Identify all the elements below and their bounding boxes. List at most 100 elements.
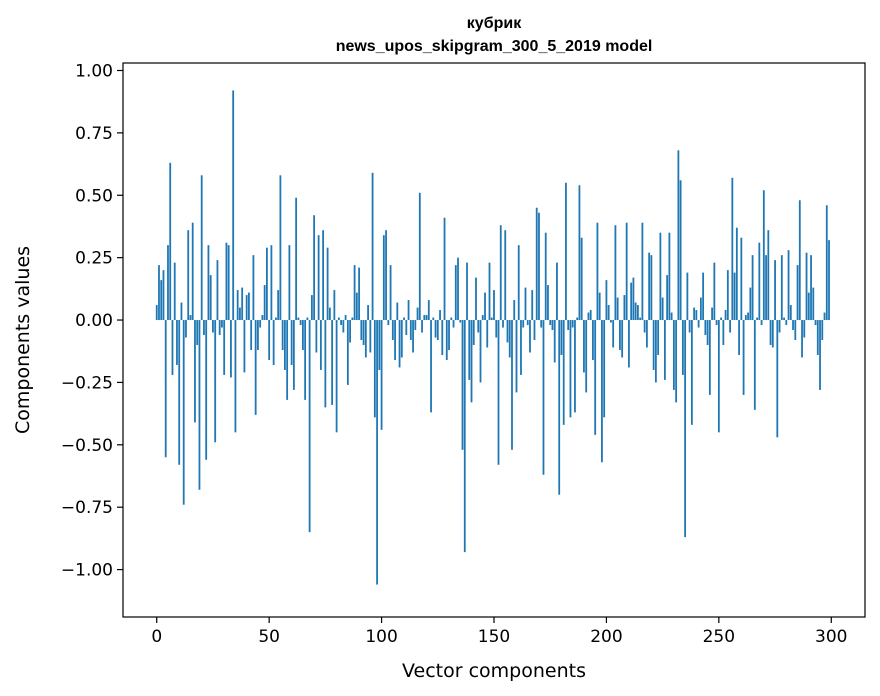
bar-84	[344, 315, 347, 321]
plot-frame	[122, 62, 866, 618]
bar-11	[180, 302, 183, 321]
x-tick-label: 200	[590, 627, 622, 647]
bar-1	[158, 265, 160, 321]
bar-173	[544, 232, 547, 321]
bar-163	[522, 320, 525, 328]
bar-147	[486, 320, 489, 348]
bar-86	[349, 320, 351, 343]
y-tick-label: 0.25	[75, 249, 113, 269]
bar-279	[783, 317, 785, 321]
bar-247	[711, 307, 713, 321]
bar-178	[556, 262, 558, 321]
bar-257	[733, 272, 736, 321]
bar-167	[531, 290, 534, 321]
bar-234	[681, 320, 684, 375]
bar-203	[612, 320, 615, 348]
bar-25	[212, 320, 214, 333]
bar-288	[803, 320, 806, 338]
bar-224	[659, 232, 662, 321]
bar-78	[331, 320, 334, 405]
bar-30	[223, 320, 226, 375]
bar-38	[241, 287, 244, 321]
bar-91	[360, 320, 363, 340]
bar-2	[160, 280, 163, 321]
bar-124	[434, 320, 437, 338]
bar-299	[828, 240, 830, 321]
bar-201	[607, 305, 610, 321]
y-tick-label: 0.75	[75, 124, 113, 144]
bar-232	[677, 150, 680, 321]
bar-157	[508, 320, 511, 358]
y-tick-label: −0.75	[61, 498, 113, 518]
bar-122	[430, 320, 432, 413]
bar-179	[558, 320, 561, 495]
x-tick-label: 50	[258, 627, 280, 647]
bar-74	[322, 230, 325, 321]
bar-268	[758, 242, 761, 321]
bar-215	[639, 317, 642, 321]
bar-277	[778, 320, 781, 333]
bar-12	[182, 320, 185, 505]
bar-162	[520, 320, 522, 375]
bar-240	[695, 310, 698, 321]
bar-289	[805, 252, 808, 321]
bar-93	[364, 320, 367, 358]
bar-165	[526, 320, 529, 326]
bar-229	[670, 312, 673, 321]
bar-202	[610, 320, 612, 323]
bar-116	[416, 307, 419, 321]
bar-261	[742, 320, 745, 395]
bar-135	[459, 320, 462, 323]
x-tick-label: 250	[703, 627, 735, 647]
bar-196	[596, 222, 599, 321]
bar-106	[394, 320, 396, 360]
bar-83	[342, 320, 345, 333]
bar-248	[713, 262, 716, 321]
bar-253	[724, 310, 727, 321]
bar-187	[576, 317, 579, 321]
y-tick-label: −1.00	[61, 561, 113, 581]
bar-296	[821, 320, 824, 340]
bar-230	[672, 320, 675, 390]
bar-141	[472, 320, 475, 345]
y-axis-label: Components values	[12, 246, 34, 434]
bar-273	[769, 320, 772, 345]
bar-126	[439, 310, 441, 321]
bar-82	[340, 320, 342, 326]
bar-87	[351, 317, 354, 321]
bar-108	[398, 320, 401, 368]
bar-269	[760, 320, 763, 326]
chart-title-line-2: news_upos_skipgram_300_5_2019 model	[336, 38, 653, 55]
bar-292	[812, 287, 815, 321]
bar-35	[234, 320, 237, 433]
bar-31	[225, 242, 228, 321]
bar-51	[270, 245, 273, 321]
bar-208	[623, 295, 626, 321]
bar-217	[643, 320, 646, 333]
bar-153	[499, 225, 502, 321]
x-tick-label: 100	[365, 627, 397, 647]
bar-231	[675, 320, 678, 403]
bar-221	[652, 320, 655, 370]
bar-156	[506, 320, 509, 343]
bar-145	[481, 315, 484, 321]
bar-298	[825, 205, 828, 321]
bar-225	[661, 297, 664, 321]
bar-285	[796, 265, 799, 321]
bar-114	[412, 320, 414, 353]
bar-81	[337, 317, 340, 321]
bar-206	[619, 320, 621, 350]
bar-75	[324, 320, 327, 408]
bar-175	[549, 320, 552, 326]
bar-72	[317, 235, 320, 321]
bar-53	[275, 317, 277, 321]
bar-226	[663, 320, 666, 380]
bar-284	[794, 320, 797, 340]
bar-260	[740, 237, 743, 321]
bar-259	[738, 320, 740, 355]
x-axis-ticks: 0 50 100 150 200 250 300	[151, 617, 847, 647]
bar-65	[301, 320, 304, 350]
x-tick-label: 300	[815, 627, 847, 647]
bar-127	[441, 320, 444, 355]
